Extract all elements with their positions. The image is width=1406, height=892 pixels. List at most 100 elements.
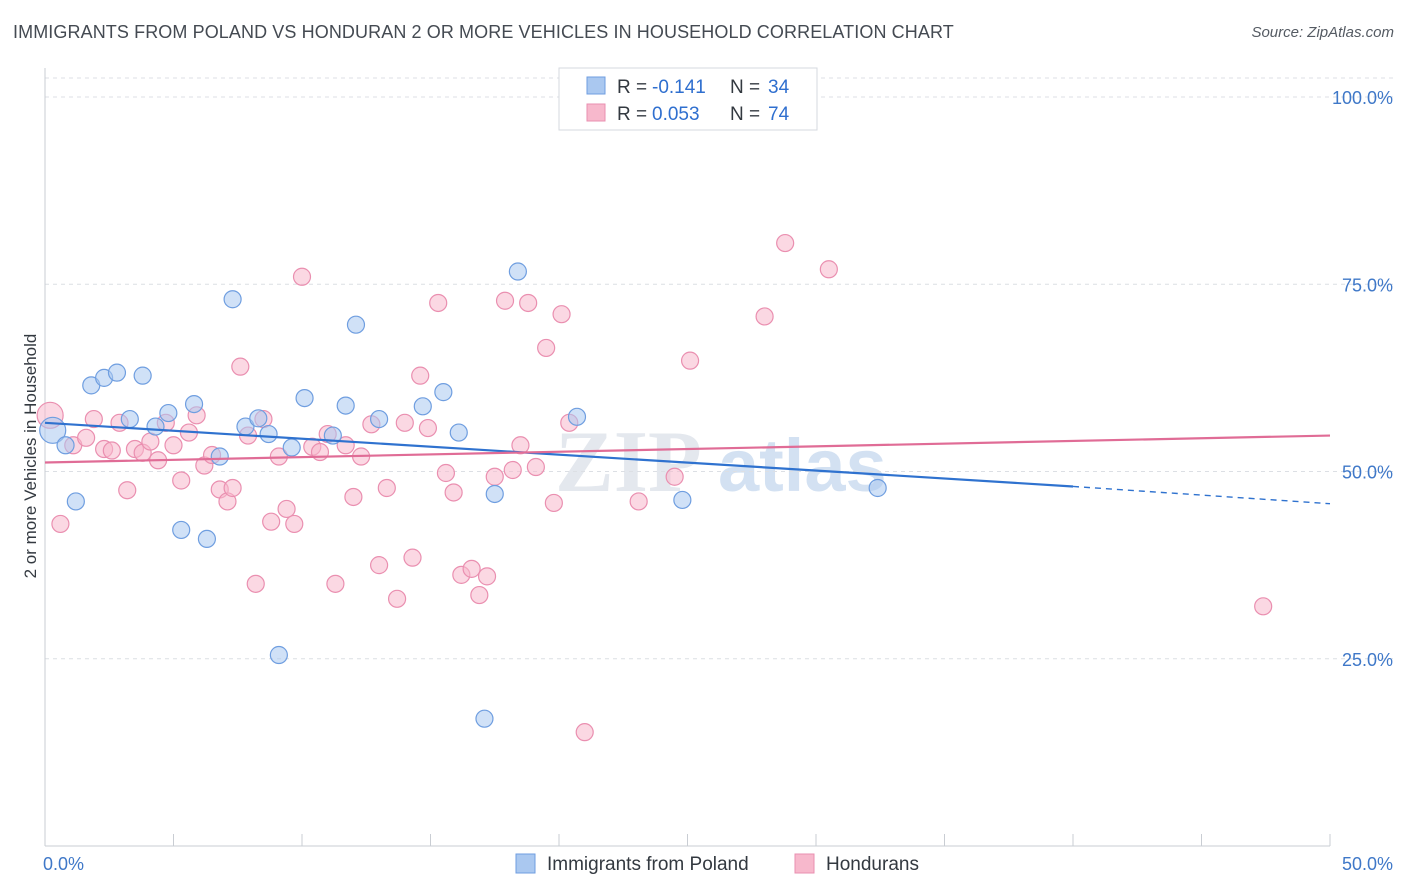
- bottom-legend-swatch-honduran: [794, 853, 815, 874]
- chart-title: IMMIGRANTS FROM POLAND VS HONDURAN 2 OR …: [13, 22, 954, 42]
- honduran-point: [164, 436, 183, 455]
- honduran-point: [292, 267, 312, 286]
- honduran-trend-line: [44, 434, 1331, 464]
- honduran-point: [776, 233, 795, 253]
- bottom-legend: Immigrants from Poland Hondurans: [515, 853, 919, 875]
- honduran-point: [755, 307, 774, 326]
- honduran-point: [477, 567, 497, 586]
- legend-poland-r-label: R =: [617, 77, 647, 98]
- poland-point: [159, 403, 178, 423]
- honduran-point: [526, 457, 545, 477]
- honduran-point: [470, 585, 489, 605]
- poland-trend-line: [44, 421, 1074, 488]
- poland-point: [269, 645, 288, 665]
- poland-point: [107, 363, 127, 382]
- honduran-point: [51, 514, 70, 534]
- honduran-point: [544, 493, 563, 513]
- poland-point: [184, 394, 204, 414]
- honduran-point: [223, 478, 242, 498]
- poland-point: [346, 315, 366, 334]
- honduran-point: [395, 413, 414, 432]
- honduran-point: [665, 467, 684, 486]
- y-tick-label-25: 25.0%: [1342, 650, 1393, 670]
- honduran-point: [485, 467, 504, 486]
- honduran-point: [277, 499, 296, 519]
- y-tick-label-75: 75.0%: [1342, 275, 1393, 295]
- legend: R = -0.141 N = 34 R = 0.053 N = 74: [558, 67, 818, 131]
- bottom-legend-poland-label: Immigrants from Poland: [547, 854, 749, 875]
- honduran-point: [231, 357, 250, 376]
- honduran-point: [118, 481, 137, 500]
- poland-point: [66, 492, 85, 511]
- poland-point: [223, 290, 242, 309]
- legend-swatch-poland: [586, 76, 606, 95]
- honduran-point: [262, 512, 281, 531]
- honduran-point: [503, 460, 522, 480]
- legend-honduran-n-value: 74: [768, 104, 790, 125]
- honduran-point: [310, 442, 330, 462]
- honduran-point: [552, 305, 571, 324]
- honduran-point: [370, 556, 389, 575]
- poland-point: [449, 423, 468, 442]
- honduran-point: [344, 487, 363, 507]
- poland-point: [370, 409, 389, 429]
- legend-poland-n-label: N =: [730, 77, 760, 98]
- poland-point: [282, 438, 301, 457]
- y-axis-label: 2 or more Vehicles in Household: [21, 334, 40, 579]
- poland-point: [868, 478, 887, 498]
- legend-poland-n-value: 34: [768, 77, 790, 98]
- honduran-point: [77, 428, 96, 447]
- honduran-point: [429, 293, 448, 313]
- legend-honduran-n-label: N =: [730, 104, 760, 125]
- x-ticks: [44, 834, 1331, 846]
- poland-point: [434, 383, 453, 402]
- poland-point: [485, 484, 504, 504]
- honduran-point: [495, 291, 515, 310]
- honduran-point: [403, 548, 422, 567]
- poland-trend-extension: [1072, 485, 1331, 505]
- y-tick-labels: 25.0% 50.0% 75.0% 100.0%: [1332, 88, 1393, 670]
- x-tick-label-max: 50.0%: [1342, 854, 1393, 874]
- honduran-point: [537, 338, 556, 358]
- x-tick-label-min: 0.0%: [43, 854, 84, 874]
- honduran-point: [285, 514, 304, 534]
- y-tick-label-50: 50.0%: [1342, 463, 1393, 483]
- honduran-points: [36, 233, 1273, 742]
- poland-point: [210, 447, 229, 466]
- legend-honduran-r-label: R =: [617, 104, 647, 125]
- honduran-point: [444, 483, 463, 502]
- legend-poland-r-value: -0.141: [652, 77, 706, 98]
- legend-swatch-honduran: [586, 103, 606, 122]
- honduran-point: [519, 293, 538, 313]
- honduran-point: [1254, 597, 1273, 616]
- trend-lines: [44, 421, 1331, 505]
- poland-point: [120, 409, 139, 429]
- poland-point: [172, 520, 191, 540]
- poland-point: [249, 409, 268, 428]
- honduran-point: [575, 723, 594, 742]
- bottom-legend-honduran-label: Hondurans: [826, 854, 919, 875]
- honduran-point: [629, 492, 648, 511]
- honduran-point: [377, 478, 396, 498]
- honduran-point: [102, 441, 121, 460]
- honduran-point: [84, 409, 103, 429]
- honduran-point: [418, 418, 438, 438]
- y-tick-label-100: 100.0%: [1332, 88, 1393, 108]
- honduran-point: [387, 589, 407, 608]
- honduran-point: [172, 471, 191, 490]
- poland-point: [259, 424, 278, 444]
- legend-honduran-r-value: 0.053: [652, 104, 700, 125]
- poland-point: [673, 490, 692, 510]
- honduran-point: [511, 436, 530, 455]
- honduran-point: [411, 366, 430, 385]
- poland-point: [56, 436, 75, 455]
- honduran-point: [326, 574, 345, 593]
- honduran-point: [246, 574, 265, 593]
- poland-point: [295, 388, 314, 408]
- poland-point: [336, 396, 355, 415]
- honduran-point: [819, 260, 838, 279]
- honduran-point: [462, 559, 481, 578]
- honduran-point: [680, 351, 700, 370]
- poland-point: [133, 366, 152, 385]
